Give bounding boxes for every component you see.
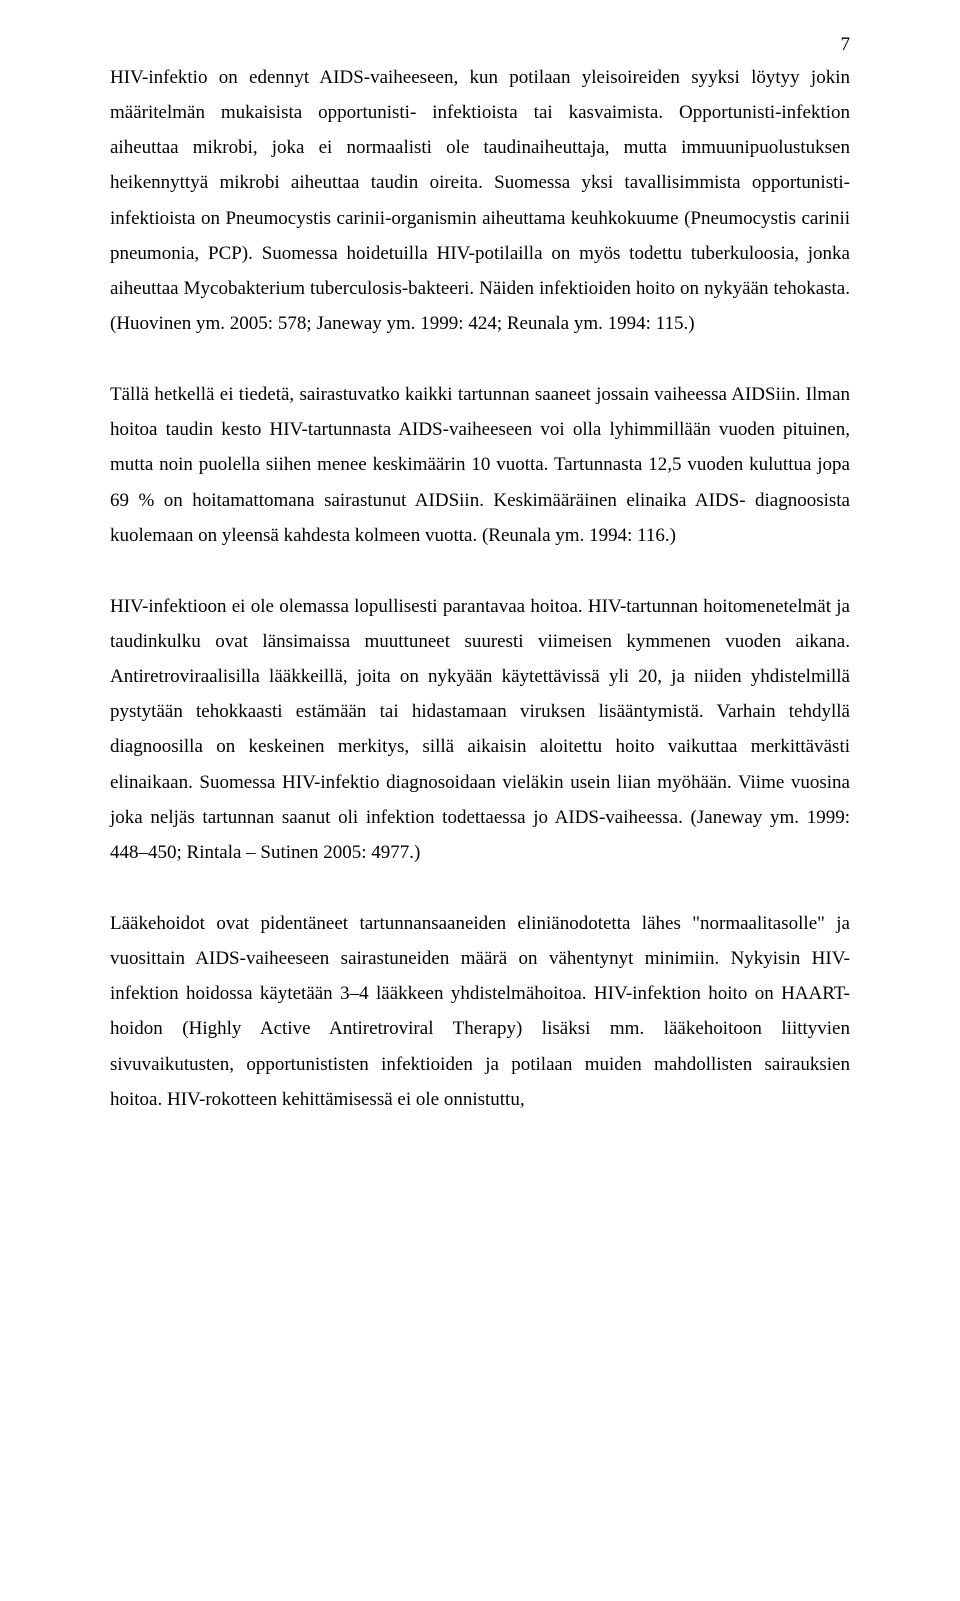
paragraph: HIV-infektio on edennyt AIDS-vaiheeseen,… [110,60,850,341]
paragraph: Lääkehoidot ovat pidentäneet tartunnansa… [110,906,850,1117]
paragraph: HIV-infektioon ei ole olemassa lopullise… [110,589,850,870]
page-number: 7 [841,34,851,56]
paragraph: Tällä hetkellä ei tiedetä, sairastuvatko… [110,377,850,553]
document-page: 7 HIV-infektio on edennyt AIDS-vaiheesee… [0,0,960,1177]
